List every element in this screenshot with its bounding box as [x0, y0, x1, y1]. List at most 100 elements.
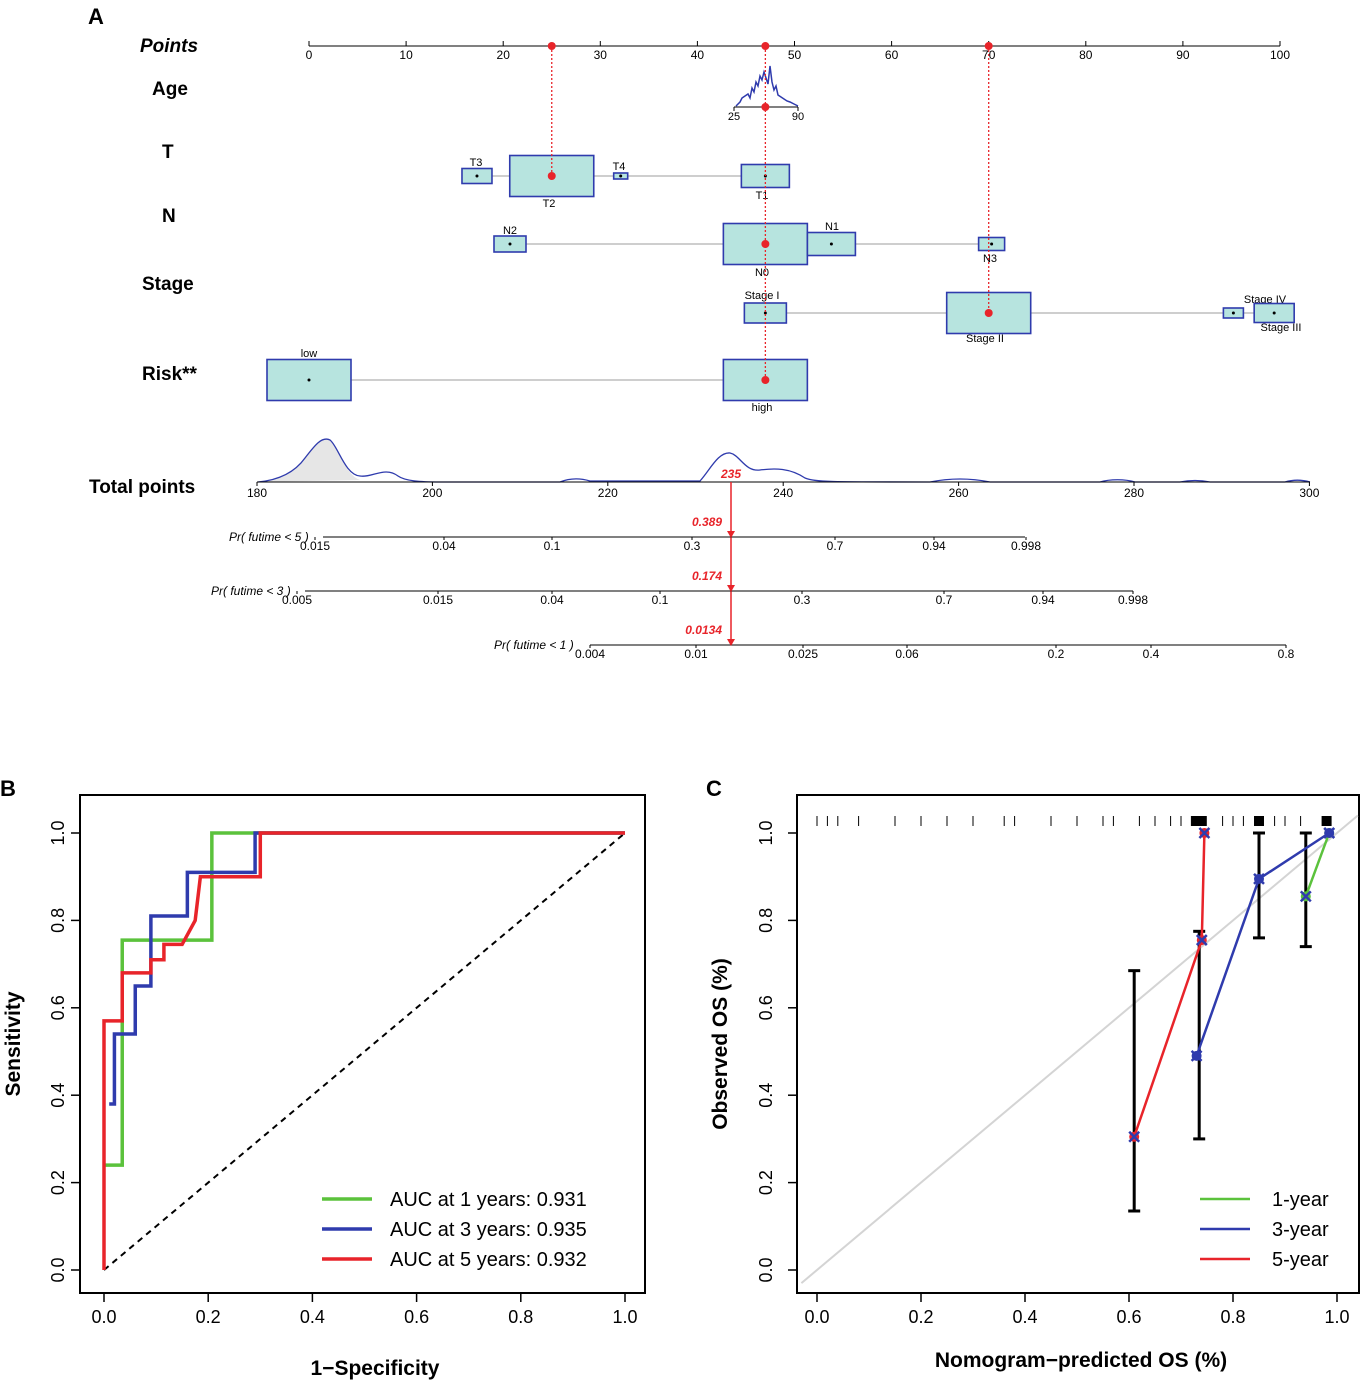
total-density-fill	[258, 439, 360, 482]
calib-line-5-year	[1133, 832, 1206, 1138]
t-level-box-center	[475, 174, 479, 178]
prob-tick-label: 0.004	[575, 647, 605, 661]
stage-level-box-center	[763, 311, 767, 315]
panel-label-c: C	[706, 776, 722, 801]
n-level-label: N3	[983, 253, 997, 265]
prob-tick-label: 0.7	[827, 539, 844, 553]
points-tick-label: 80	[1079, 48, 1093, 62]
risk-level-label: low	[301, 348, 318, 360]
age-tick-label: 25	[728, 111, 740, 123]
prob-tick-label: 0.005	[282, 593, 312, 607]
total-tick-label: 240	[773, 486, 793, 500]
calib-x-tick-label: 0.2	[908, 1307, 933, 1327]
stage-level-label: Stage II	[966, 333, 1004, 345]
calib-frame	[796, 794, 1360, 1294]
row-label: Age	[152, 79, 188, 100]
roc-x-tick-label: 0.2	[196, 1307, 221, 1327]
prob-tick-label: 0.94	[922, 539, 946, 553]
prob-tick-label: 0.1	[652, 593, 669, 607]
n-level-box-center	[508, 242, 512, 246]
prob-tick-label: 0.2	[1048, 647, 1065, 661]
prob-axis-label: Pr( futime < 5 )	[229, 530, 309, 544]
stage-level-label: Stage III	[1261, 322, 1302, 334]
calib-y-tick-label: 1.0	[756, 820, 776, 845]
points-tick-label: 60	[885, 48, 899, 62]
calib-point-cross	[1299, 890, 1312, 903]
prob-tick-label: 0.04	[432, 539, 456, 553]
points-label: Points	[140, 36, 198, 57]
prob-tick-label: 0.01	[684, 647, 708, 661]
calib-ideal-line	[800, 814, 1359, 1284]
prob-tick-label: 0.94	[1031, 593, 1055, 607]
calib-rug-block	[1191, 816, 1202, 826]
risk-level-label: high	[752, 402, 773, 414]
calib-y-tick-label: 0.6	[756, 995, 776, 1020]
prob-tick-label: 0.025	[788, 647, 818, 661]
row-label: Risk**	[142, 364, 198, 385]
calib-legend-entry: 1-year	[1272, 1189, 1329, 1211]
calib-point-cross	[1195, 934, 1208, 946]
roc-x-tick-label: 0.8	[508, 1307, 533, 1327]
age-density-curve	[735, 65, 799, 107]
t-level-box-center	[619, 174, 623, 178]
calib-line-1-year	[1304, 832, 1331, 897]
points-tick-label: 100	[1270, 48, 1290, 62]
roc-x-tick-label: 0.6	[404, 1307, 429, 1327]
calib-y-tick-label: 0.2	[756, 1170, 776, 1195]
row-label: N	[162, 206, 176, 227]
points-tick-label: 0	[306, 48, 313, 62]
prob-tick-label: 0.3	[684, 539, 701, 553]
total-points-label: Total points	[89, 477, 195, 498]
calib-y-tick-label: 0.4	[756, 1083, 776, 1108]
n-level-label: N2	[503, 225, 517, 237]
panel-label-b: B	[0, 776, 16, 801]
t-level-label: T4	[613, 161, 626, 173]
total-points-value: 235	[720, 467, 741, 481]
calib-point-cross	[1253, 873, 1265, 885]
points-tick-label: 50	[788, 48, 802, 62]
calib-x-axis-label: Nomogram−predicted OS (%)	[935, 1349, 1227, 1372]
calib-rug-block	[1321, 816, 1332, 826]
selected-level-marker	[761, 103, 770, 111]
prob-value: 0.174	[692, 569, 722, 583]
points-tick-label: 10	[399, 48, 413, 62]
total-tick-label: 280	[1124, 486, 1144, 500]
prob-tick-label: 0.998	[1118, 593, 1148, 607]
total-tick-label: 180	[247, 486, 267, 500]
roc-x-tick-label: 0.0	[91, 1307, 116, 1327]
prob-tick-label: 0.1	[544, 539, 561, 553]
prob-axis-label: Pr( futime < 3 )	[211, 584, 291, 598]
points-tick-label: 40	[691, 48, 705, 62]
roc-y-tick-label: 0.6	[48, 995, 68, 1020]
selected-level-marker	[547, 172, 556, 180]
prob-tick-label: 0.015	[423, 593, 453, 607]
calib-point-cross	[1323, 827, 1336, 839]
points-tick-label: 90	[1176, 48, 1190, 62]
panel-label-a: A	[88, 4, 104, 29]
roc-y-tick-label: 0.8	[48, 908, 68, 933]
prob-tick-label: 0.04	[540, 593, 564, 607]
prob-axis-label: Pr( futime < 1 )	[494, 638, 574, 652]
stage-level-label: Stage I	[745, 290, 780, 302]
points-tick-label: 20	[497, 48, 511, 62]
roc-legend-entry: AUC at 3 years: 0.935	[390, 1219, 587, 1241]
n-level-label: N0	[755, 267, 769, 279]
selected-level-marker	[761, 240, 770, 248]
t-level-label: T3	[470, 157, 483, 169]
risk-level-box-center	[307, 378, 311, 382]
n-level-box-center	[990, 242, 994, 246]
roc-legend-entry: AUC at 1 years: 0.931	[390, 1189, 587, 1211]
age-tick-label: 90	[792, 111, 804, 123]
roc-y-tick-label: 1.0	[48, 820, 68, 845]
calib-point-cross	[1128, 1130, 1141, 1143]
roc-panel: 0.0 0.0 0.2 0.2 0.4 0.4 0.6 0.6 0.8 0.8 1.0 1.0 1−Sp…	[2, 794, 646, 1380]
calib-legend-entry: 3-year	[1272, 1219, 1329, 1241]
roc-diagonal	[103, 832, 626, 1271]
calib-x-tick-label: 0.0	[804, 1307, 829, 1327]
roc-y-tick-label: 0.2	[48, 1170, 68, 1195]
row-label: Stage	[142, 274, 194, 295]
prob-tick-label: 0.3	[794, 593, 811, 607]
selected-level-marker	[984, 309, 993, 317]
calib-y-axis-label: Observed OS (%)	[709, 958, 732, 1130]
